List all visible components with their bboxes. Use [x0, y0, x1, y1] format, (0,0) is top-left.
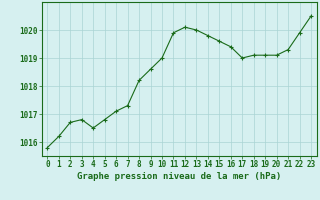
X-axis label: Graphe pression niveau de la mer (hPa): Graphe pression niveau de la mer (hPa): [77, 172, 281, 181]
